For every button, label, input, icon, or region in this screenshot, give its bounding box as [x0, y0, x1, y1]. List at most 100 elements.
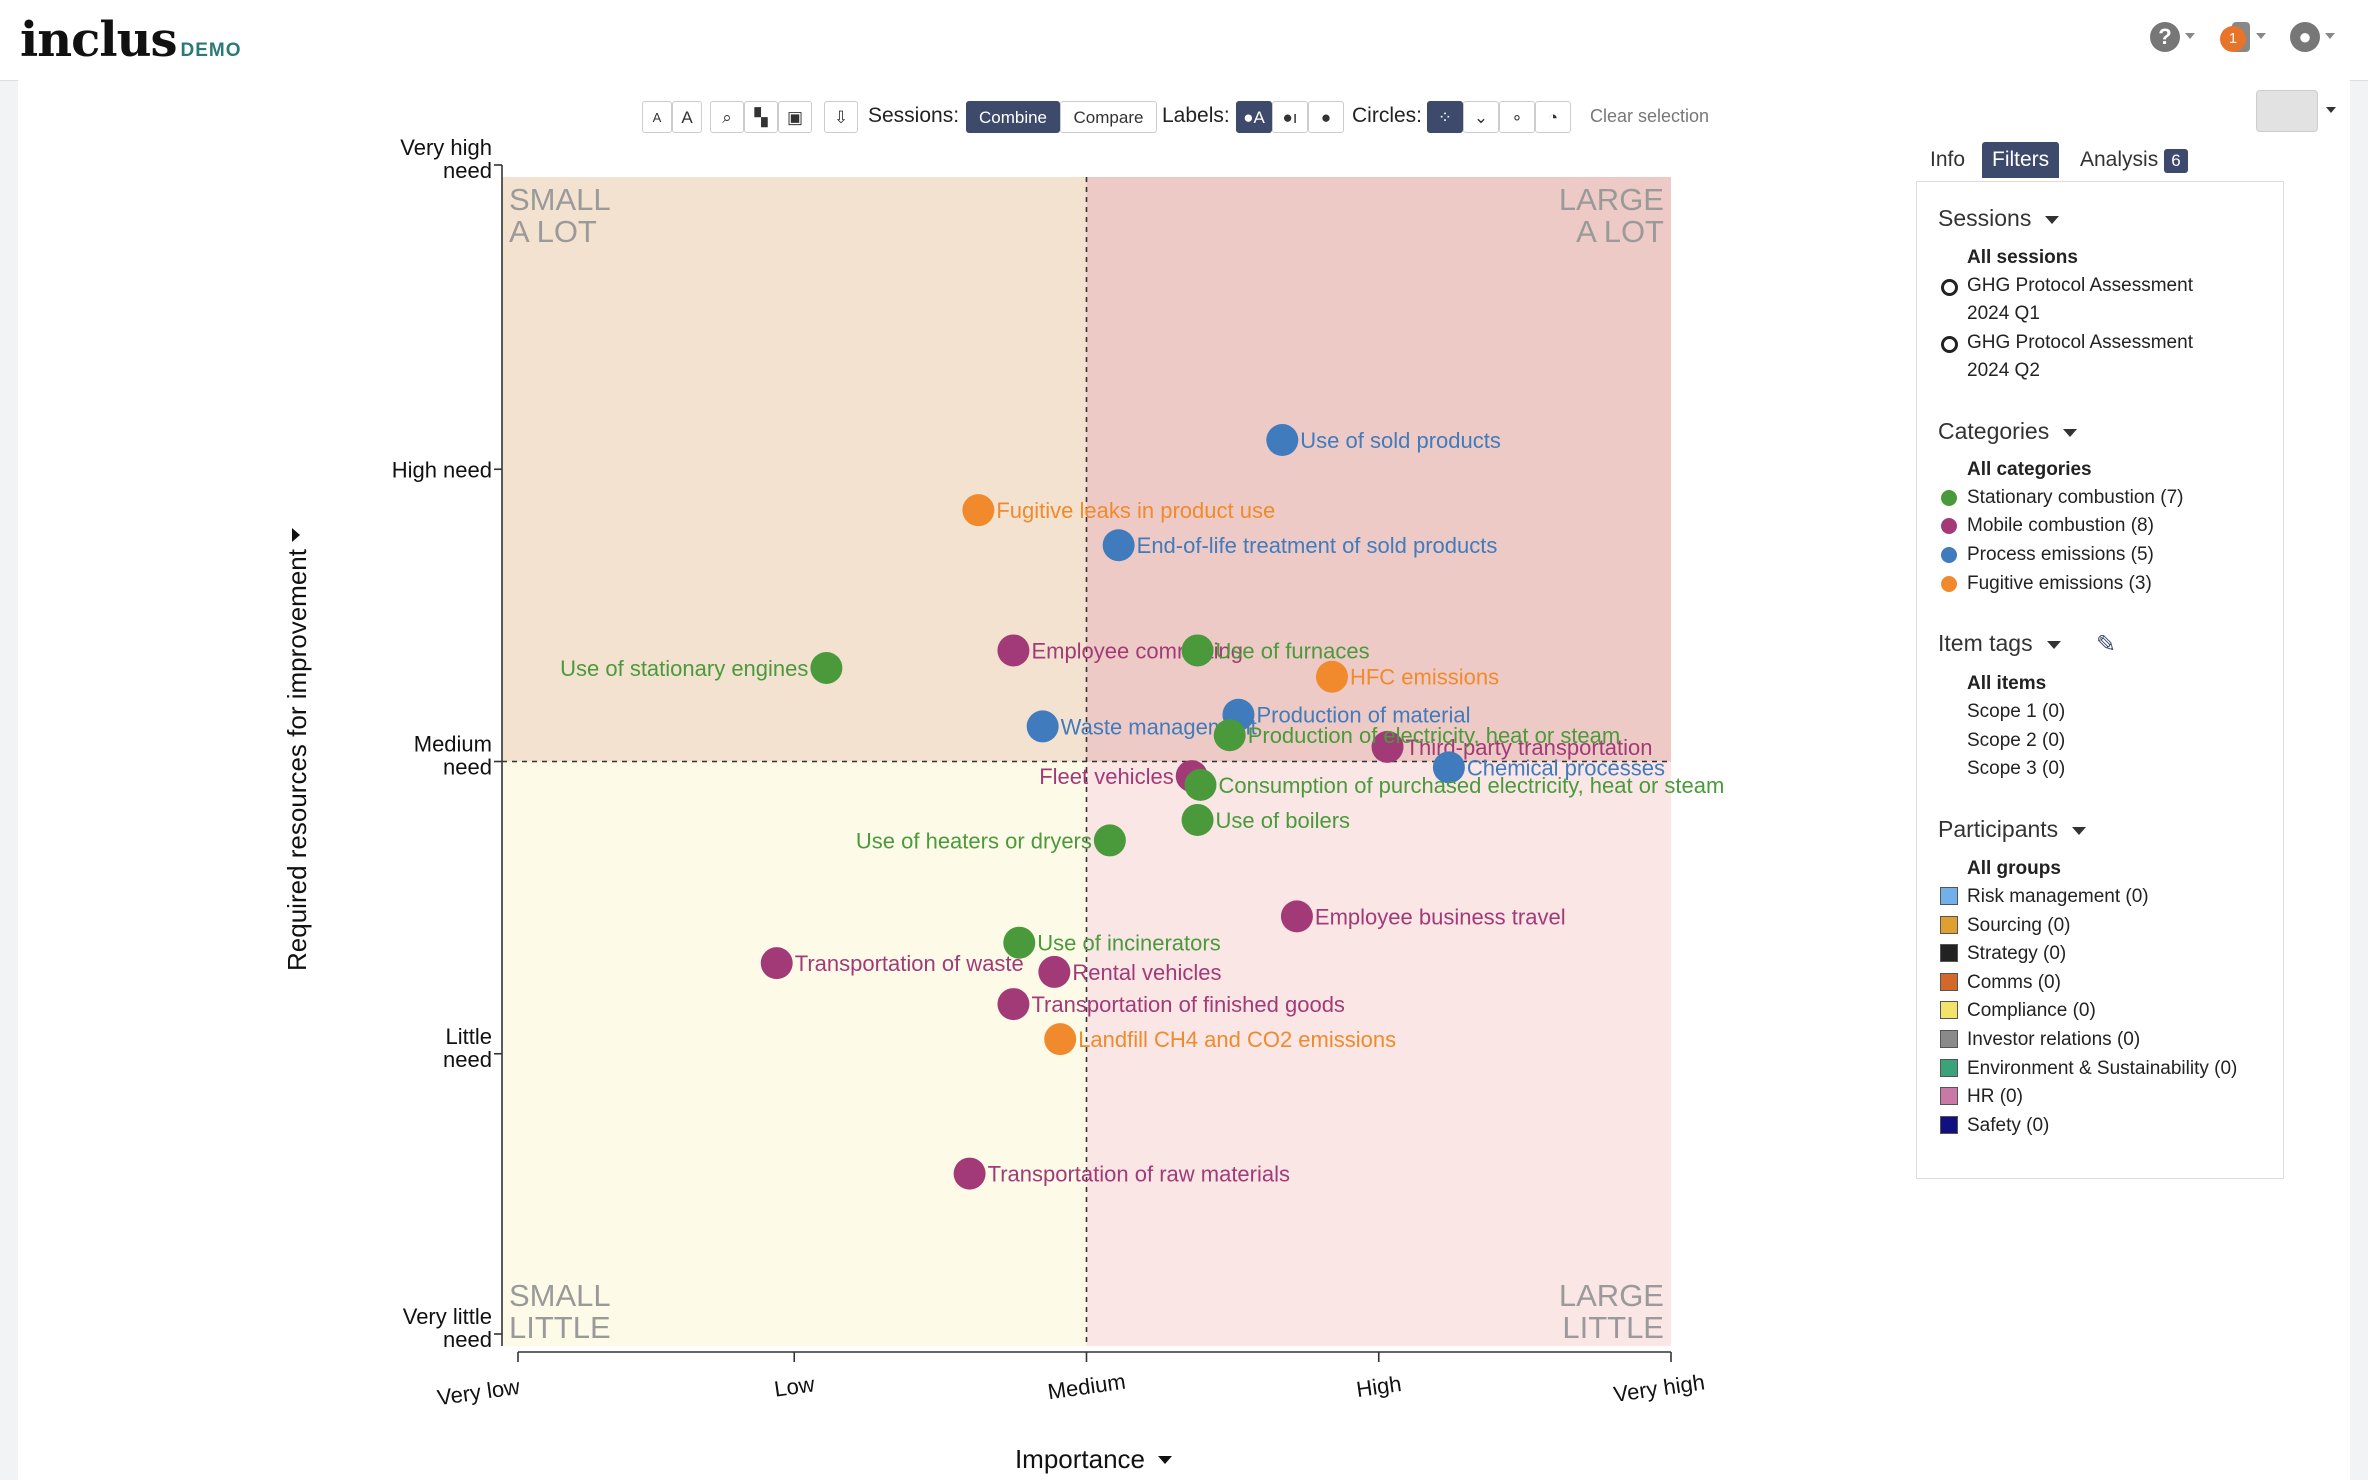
participant-item[interactable]: Environment & Sustainability (0)	[1967, 1057, 2238, 1079]
session-item-1-line2[interactable]: 2024 Q1	[1967, 303, 2040, 324]
category-item-process[interactable]: Process emissions (5)	[1967, 544, 2154, 565]
participant-item[interactable]: Sourcing (0)	[1967, 914, 2071, 936]
help-icon[interactable]: ?	[2150, 22, 2180, 52]
participants-filter-heading[interactable]: Participants	[1938, 816, 2087, 843]
all-sessions-item[interactable]: All sessions	[1967, 247, 2078, 268]
data-point-label[interactable]: Employee business travel	[1315, 904, 1566, 929]
data-point[interactable]	[1184, 768, 1217, 801]
text-box-icon[interactable]: ▣	[778, 101, 812, 133]
data-point-label[interactable]: Use of heaters or dryers	[856, 828, 1092, 853]
user-avatar-icon[interactable]: ●	[2290, 22, 2320, 52]
data-point-label[interactable]: Fleet vehicles	[1039, 764, 1174, 789]
notification-badge[interactable]: 1	[2220, 26, 2246, 52]
data-point-label[interactable]: Chemical processes	[1467, 755, 1665, 780]
data-point[interactable]	[1315, 660, 1348, 693]
data-point-label[interactable]: Transportation of raw materials	[988, 1162, 1290, 1187]
data-point-label[interactable]: Use of furnaces	[1216, 638, 1370, 663]
session-radio-2[interactable]	[1941, 336, 1958, 353]
data-point-label[interactable]: Landfill CH4 and CO2 emissions	[1078, 1027, 1396, 1052]
data-point[interactable]	[1026, 710, 1059, 743]
data-point[interactable]	[1181, 803, 1214, 836]
all-items-item[interactable]: All items	[1967, 673, 2047, 694]
participant-item[interactable]: Risk management (0)	[1967, 886, 2149, 907]
tab-filters[interactable]: Filters	[1982, 142, 2060, 178]
data-point-label[interactable]: Fugitive leaks in product use	[996, 498, 1275, 523]
data-point[interactable]	[962, 494, 995, 527]
clear-selection-link[interactable]: Clear selection	[1590, 106, 1710, 126]
session-radio-1[interactable]	[1941, 279, 1958, 296]
session-item-2-line1[interactable]: GHG Protocol Assessment	[1967, 332, 2193, 353]
data-point[interactable]	[1371, 730, 1404, 763]
data-point[interactable]	[1102, 529, 1135, 562]
data-point[interactable]	[810, 651, 843, 684]
data-point-label[interactable]: Consumption of purchased electricity, he…	[1218, 773, 1724, 798]
participant-item[interactable]: Compliance (0)	[1967, 1000, 2096, 1022]
help-caret-icon[interactable]	[2185, 33, 2195, 39]
all-categories-item[interactable]: All categories	[1967, 459, 2092, 480]
data-point[interactable]	[1181, 634, 1214, 667]
session-item-2-line2[interactable]: 2024 Q2	[1967, 360, 2040, 381]
data-point[interactable]	[1432, 751, 1465, 784]
data-point-label[interactable]: Production of electricity, heat or steam	[1248, 723, 1621, 748]
data-point[interactable]	[997, 988, 1030, 1021]
participant-item[interactable]: Safety (0)	[1967, 1114, 2050, 1136]
tab-info[interactable]: Info	[1930, 148, 1966, 171]
data-point-label[interactable]: Production of material	[1256, 703, 1470, 728]
data-point-label[interactable]: Use of stationary engines	[560, 656, 808, 681]
participant-item[interactable]: Comms (0)	[1967, 971, 2061, 993]
category-item-fugitive[interactable]: Fugitive emissions (3)	[1967, 573, 2152, 594]
layout-icon[interactable]: ▚	[744, 101, 778, 133]
data-point[interactable]	[1093, 824, 1126, 857]
download-icon[interactable]: ⇩	[824, 101, 858, 133]
save-icon[interactable]	[2256, 90, 2318, 132]
category-item-mobile[interactable]: Mobile combustion (8)	[1967, 515, 2154, 536]
labels-short-icon[interactable]: ●ı	[1272, 101, 1308, 133]
data-point[interactable]	[953, 1157, 986, 1190]
circles-pie-icon[interactable]: ◔	[1535, 101, 1571, 133]
data-point[interactable]	[997, 634, 1030, 667]
circles-vote-icon[interactable]: ⌄	[1463, 101, 1499, 133]
data-point-label[interactable]: Use of sold products	[1300, 428, 1501, 453]
app-logo[interactable]: inclus DEMO	[20, 12, 242, 68]
participant-item[interactable]: HR (0)	[1967, 1086, 2023, 1108]
labels-none-icon[interactable]: ●	[1308, 101, 1344, 133]
data-point[interactable]	[1038, 955, 1071, 988]
data-point-label[interactable]: End-of-life treatment of sold products	[1137, 533, 1498, 558]
labels-full-icon[interactable]: ●A	[1236, 101, 1272, 133]
item-tags-dropdown-icon[interactable]	[2046, 640, 2061, 649]
data-point[interactable]	[1213, 719, 1246, 752]
combine-button[interactable]: Combine	[966, 101, 1060, 133]
edit-tags-pencil-icon[interactable]: ✎	[2096, 631, 2117, 658]
sessions-filter-heading[interactable]: Sessions	[1938, 205, 2060, 232]
save-caret-icon[interactable]	[2326, 107, 2336, 113]
data-point-label[interactable]: Transportation of waste	[795, 951, 1024, 976]
category-item-stationary[interactable]: Stationary combustion (7)	[1967, 487, 2184, 508]
data-point-label[interactable]: Use of incinerators	[1037, 931, 1220, 956]
categories-filter-heading[interactable]: Categories	[1938, 418, 2078, 445]
participant-item[interactable]: Strategy (0)	[1967, 943, 2067, 965]
user-caret-icon[interactable]	[2325, 33, 2335, 39]
data-point[interactable]	[760, 947, 793, 980]
data-point[interactable]	[1044, 1023, 1077, 1056]
text-size-large-button[interactable]: A	[672, 101, 702, 133]
tag-item-scope3[interactable]: Scope 3 (0)	[1967, 758, 2066, 779]
data-point[interactable]	[1266, 424, 1299, 457]
data-point-label[interactable]: Use of boilers	[1216, 808, 1351, 833]
item-tags-filter-heading[interactable]: Item tags	[1938, 630, 2061, 657]
data-point-label[interactable]: Transportation of finished goods	[1031, 992, 1345, 1017]
participants-dropdown-icon[interactable]	[2072, 826, 2087, 835]
notification-caret-icon[interactable]	[2256, 33, 2266, 39]
all-groups-item[interactable]: All groups	[1967, 858, 2061, 879]
text-size-small-button[interactable]: A	[642, 101, 672, 133]
circles-cluster-icon[interactable]: ∘	[1499, 101, 1535, 133]
tab-analysis[interactable]: Analysis 6	[2070, 142, 2198, 178]
data-point-label[interactable]: Rental vehicles	[1072, 960, 1221, 985]
session-item-1-line1[interactable]: GHG Protocol Assessment	[1967, 275, 2193, 296]
data-point-label[interactable]: HFC emissions	[1350, 665, 1499, 690]
categories-dropdown-icon[interactable]	[2063, 428, 2078, 437]
participant-item[interactable]: Investor relations (0)	[1967, 1029, 2141, 1050]
tag-item-scope2[interactable]: Scope 2 (0)	[1967, 730, 2066, 751]
sessions-dropdown-icon[interactable]	[2045, 215, 2060, 224]
tag-item-scope1[interactable]: Scope 1 (0)	[1967, 701, 2066, 722]
circles-scatter-icon[interactable]: ⁘	[1427, 101, 1463, 133]
